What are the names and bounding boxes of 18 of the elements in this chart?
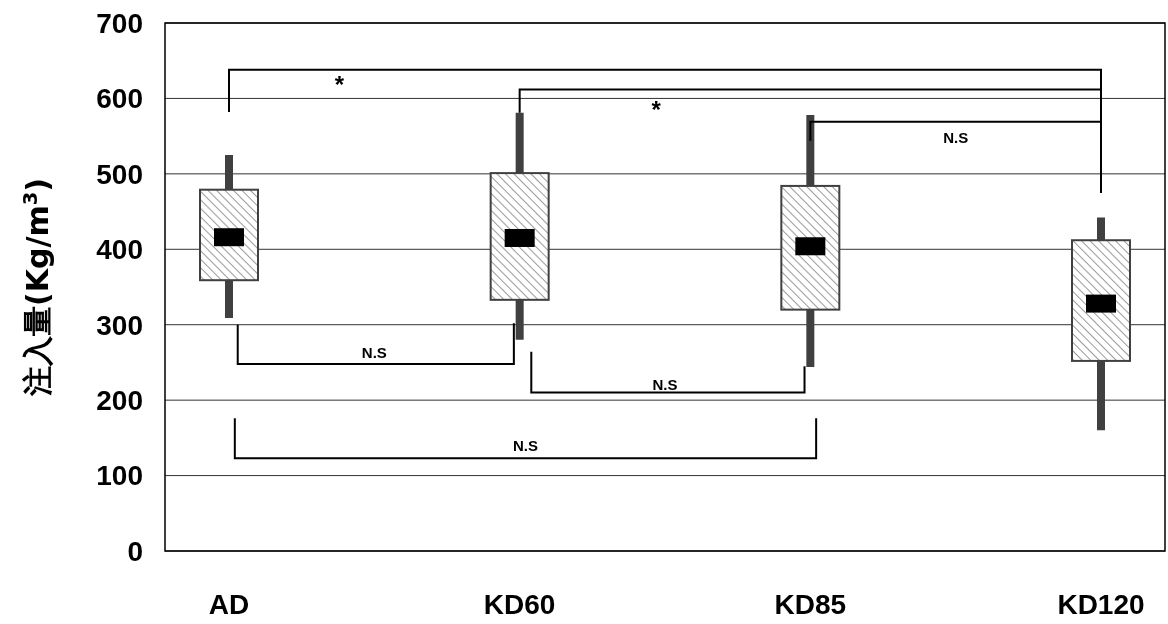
y-tick-label: 0 <box>127 535 143 567</box>
annotation: * <box>334 71 345 99</box>
y-tick-label: 200 <box>96 384 143 416</box>
annotation: N.S <box>652 376 678 394</box>
y-tick-label: 100 <box>96 460 143 492</box>
annotation: N.S <box>361 343 387 361</box>
y-tick-label: 500 <box>96 158 143 190</box>
x-tick-label: AD <box>208 589 250 620</box>
y-tick-label: 700 <box>96 7 143 39</box>
y-tick-label: 300 <box>96 309 143 341</box>
annotation: * <box>651 96 662 124</box>
annotation: N.S <box>512 437 538 455</box>
y-tick-label: 600 <box>96 83 143 115</box>
x-tick-label: KD60 <box>483 589 556 620</box>
annotation: N.S <box>943 128 969 146</box>
x-tick-label: KD120 <box>1057 589 1145 620</box>
x-tick-label: KD85 <box>774 589 847 620</box>
y-tick-label: 400 <box>96 234 143 266</box>
